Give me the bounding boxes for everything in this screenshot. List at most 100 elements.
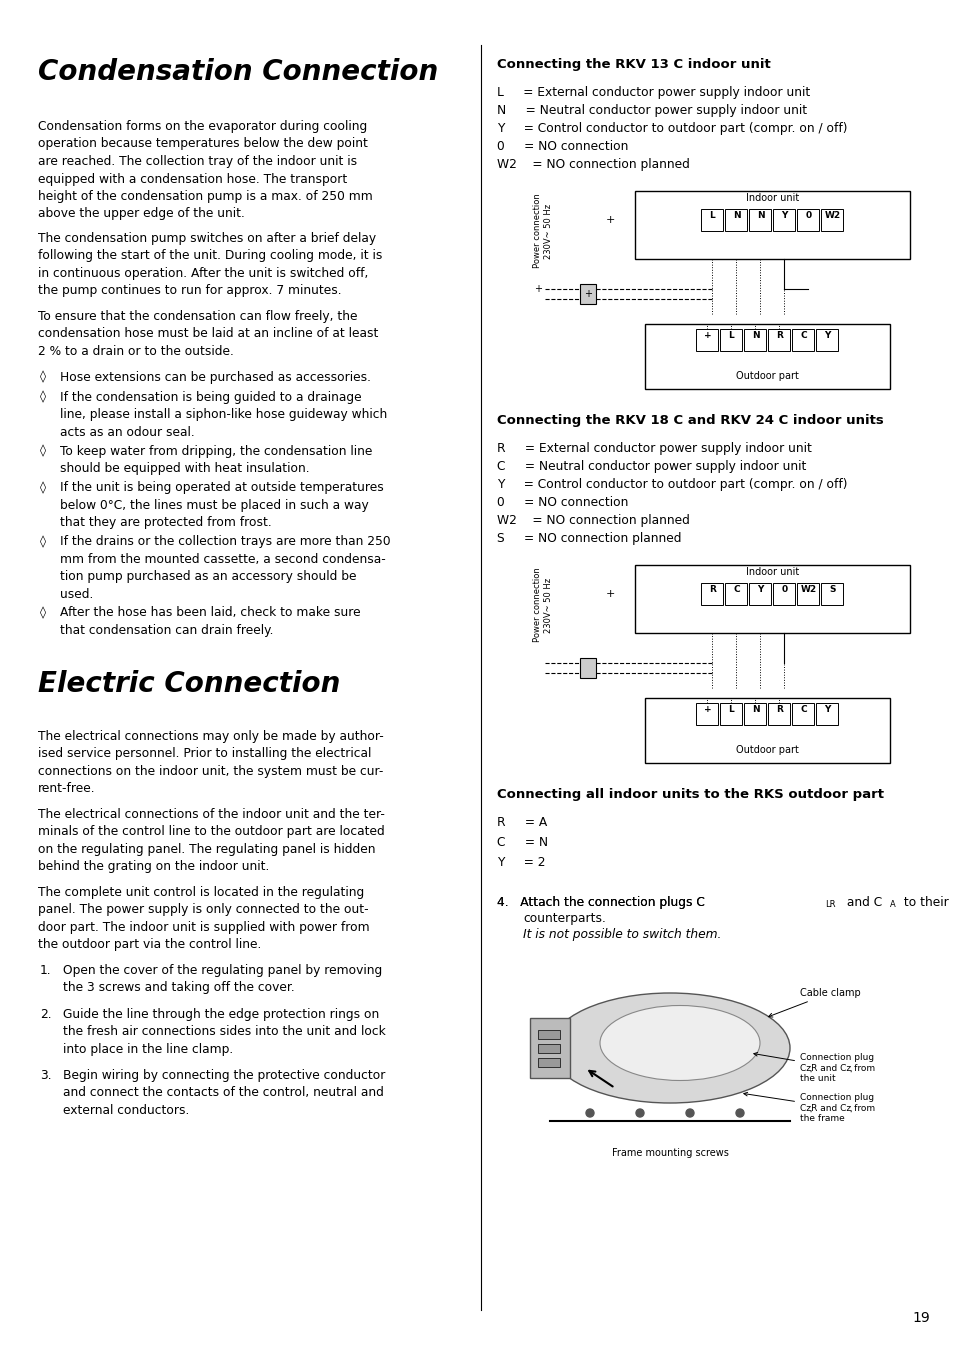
Bar — [720, 330, 741, 351]
Text: 3.: 3. — [40, 1069, 51, 1082]
Text: N: N — [756, 211, 763, 220]
Bar — [579, 284, 596, 304]
Text: ◊: ◊ — [40, 390, 46, 404]
Circle shape — [636, 1109, 643, 1117]
Bar — [696, 330, 718, 351]
Text: The electrical connections of the indoor unit and the ter-
minals of the control: The electrical connections of the indoor… — [38, 808, 384, 873]
Circle shape — [735, 1109, 743, 1117]
Text: The condensation pump switches on after a brief delay
following the start of the: The condensation pump switches on after … — [38, 232, 382, 297]
Bar — [797, 209, 819, 231]
Text: L: L — [728, 705, 734, 713]
Text: Y     = 2: Y = 2 — [497, 857, 545, 869]
Text: and C: and C — [842, 896, 882, 909]
Text: ◊: ◊ — [40, 444, 46, 458]
Text: Cable clamp: Cable clamp — [768, 988, 860, 1017]
Text: Power connection
230V~ 50 Hz: Power connection 230V~ 50 Hz — [533, 567, 552, 642]
Text: +: + — [604, 589, 614, 598]
Text: Connection plug
CⱬR and Cⱬ from
the frame: Connection plug CⱬR and Cⱬ from the fram… — [743, 1093, 874, 1123]
Bar — [743, 330, 765, 351]
Text: Power connection
230V~ 50 Hz: Power connection 230V~ 50 Hz — [533, 193, 552, 269]
Bar — [821, 584, 842, 605]
Text: W2    = NO connection planned: W2 = NO connection planned — [497, 158, 689, 172]
Text: ◊: ◊ — [40, 370, 46, 384]
Ellipse shape — [599, 1005, 760, 1081]
Text: A: A — [889, 900, 895, 909]
Text: To keep water from dripping, the condensation line
should be equipped with heat : To keep water from dripping, the condens… — [60, 444, 372, 476]
Text: W2: W2 — [800, 585, 816, 594]
Text: Begin wiring by connecting the protective conductor
and connect the contacts of : Begin wiring by connecting the protectiv… — [63, 1069, 385, 1116]
Text: 0: 0 — [804, 211, 811, 220]
Text: L     = External conductor power supply indoor unit: L = External conductor power supply indo… — [497, 86, 809, 99]
Text: Y: Y — [823, 705, 830, 713]
Bar — [749, 584, 771, 605]
Bar — [792, 330, 814, 351]
Text: S: S — [828, 585, 835, 594]
Ellipse shape — [550, 993, 789, 1102]
Text: W2    = NO connection planned: W2 = NO connection planned — [497, 513, 689, 527]
Text: R: R — [708, 585, 715, 594]
Text: C: C — [800, 705, 806, 713]
Text: Y: Y — [781, 211, 787, 220]
Bar — [530, 1019, 569, 1078]
Text: +: + — [534, 284, 541, 295]
Bar — [816, 330, 838, 351]
Text: ◊: ◊ — [40, 481, 46, 494]
Bar — [797, 584, 819, 605]
Bar — [792, 703, 814, 725]
Text: Guide the line through the edge protection rings on
the fresh air connections si: Guide the line through the edge protecti… — [63, 1008, 385, 1055]
Text: Connecting all indoor units to the RKS outdoor part: Connecting all indoor units to the RKS o… — [497, 788, 883, 801]
Text: Outdoor part: Outdoor part — [736, 372, 798, 381]
Text: N     = Neutral conductor power supply indoor unit: N = Neutral conductor power supply indoo… — [497, 104, 806, 118]
Text: 0     = NO connection: 0 = NO connection — [497, 141, 628, 153]
Text: Hose extensions can be purchased as accessories.: Hose extensions can be purchased as acce… — [60, 370, 371, 384]
Text: Condensation forms on the evaporator during cooling
operation because temperatur: Condensation forms on the evaporator dur… — [38, 120, 373, 220]
Text: N: N — [751, 705, 759, 713]
Text: Frame mounting screws: Frame mounting screws — [611, 1148, 728, 1158]
Text: Indoor unit: Indoor unit — [745, 567, 799, 577]
Text: Y: Y — [823, 331, 830, 340]
Text: Connection plug
CⱬR and Cⱬ from
the unit: Connection plug CⱬR and Cⱬ from the unit — [753, 1052, 874, 1082]
Text: 2.: 2. — [40, 1008, 51, 1020]
Text: Electric Connection: Electric Connection — [38, 670, 340, 698]
Text: C: C — [733, 585, 739, 594]
Bar — [644, 698, 889, 763]
Text: C     = N: C = N — [497, 836, 548, 848]
Text: Y     = Control conductor to outdoor part (compr. on / off): Y = Control conductor to outdoor part (c… — [497, 478, 846, 490]
Bar — [579, 658, 596, 678]
Bar — [537, 1029, 559, 1039]
Text: W2: W2 — [823, 211, 840, 220]
Bar — [635, 190, 909, 259]
Text: After the hose has been laid, check to make sure
that condensation can drain fre: After the hose has been laid, check to m… — [60, 607, 360, 636]
Text: R     = External conductor power supply indoor unit: R = External conductor power supply indo… — [497, 442, 811, 455]
Circle shape — [685, 1109, 693, 1117]
Bar — [720, 703, 741, 725]
Bar — [768, 703, 790, 725]
Circle shape — [585, 1109, 594, 1117]
Text: +: + — [583, 289, 592, 299]
Text: Open the cover of the regulating panel by removing
the 3 screws and taking off t: Open the cover of the regulating panel b… — [63, 963, 382, 994]
Text: If the unit is being operated at outside temperatures
below 0°C, the lines must : If the unit is being operated at outside… — [60, 481, 383, 530]
Text: S     = NO connection planned: S = NO connection planned — [497, 532, 680, 544]
Text: To ensure that the condensation can flow freely, the
condensation hose must be l: To ensure that the condensation can flow… — [38, 309, 378, 358]
Text: +: + — [604, 215, 614, 226]
Text: Outdoor part: Outdoor part — [736, 744, 798, 755]
Bar — [724, 209, 747, 231]
Text: Connecting the RKV 18 C and RKV 24 C indoor units: Connecting the RKV 18 C and RKV 24 C ind… — [497, 413, 882, 427]
Bar — [749, 209, 771, 231]
Text: If the drains or the collection trays are more than 250
mm from the mounted cass: If the drains or the collection trays ar… — [60, 535, 390, 601]
Text: L: L — [709, 211, 715, 220]
Text: Y: Y — [757, 585, 763, 594]
Text: Indoor unit: Indoor unit — [745, 193, 799, 203]
Bar — [821, 209, 842, 231]
Text: 0: 0 — [781, 585, 787, 594]
Text: C: C — [800, 331, 806, 340]
Bar — [696, 703, 718, 725]
Text: 4.   Attach the connection plugs C: 4. Attach the connection plugs C — [497, 896, 704, 909]
Bar — [816, 703, 838, 725]
Text: R: R — [775, 331, 782, 340]
Text: N: N — [751, 331, 759, 340]
Text: N: N — [732, 211, 740, 220]
Text: to their: to their — [899, 896, 947, 909]
Text: ◊: ◊ — [40, 535, 46, 549]
Text: Y     = Control conductor to outdoor part (compr. on / off): Y = Control conductor to outdoor part (c… — [497, 122, 846, 135]
